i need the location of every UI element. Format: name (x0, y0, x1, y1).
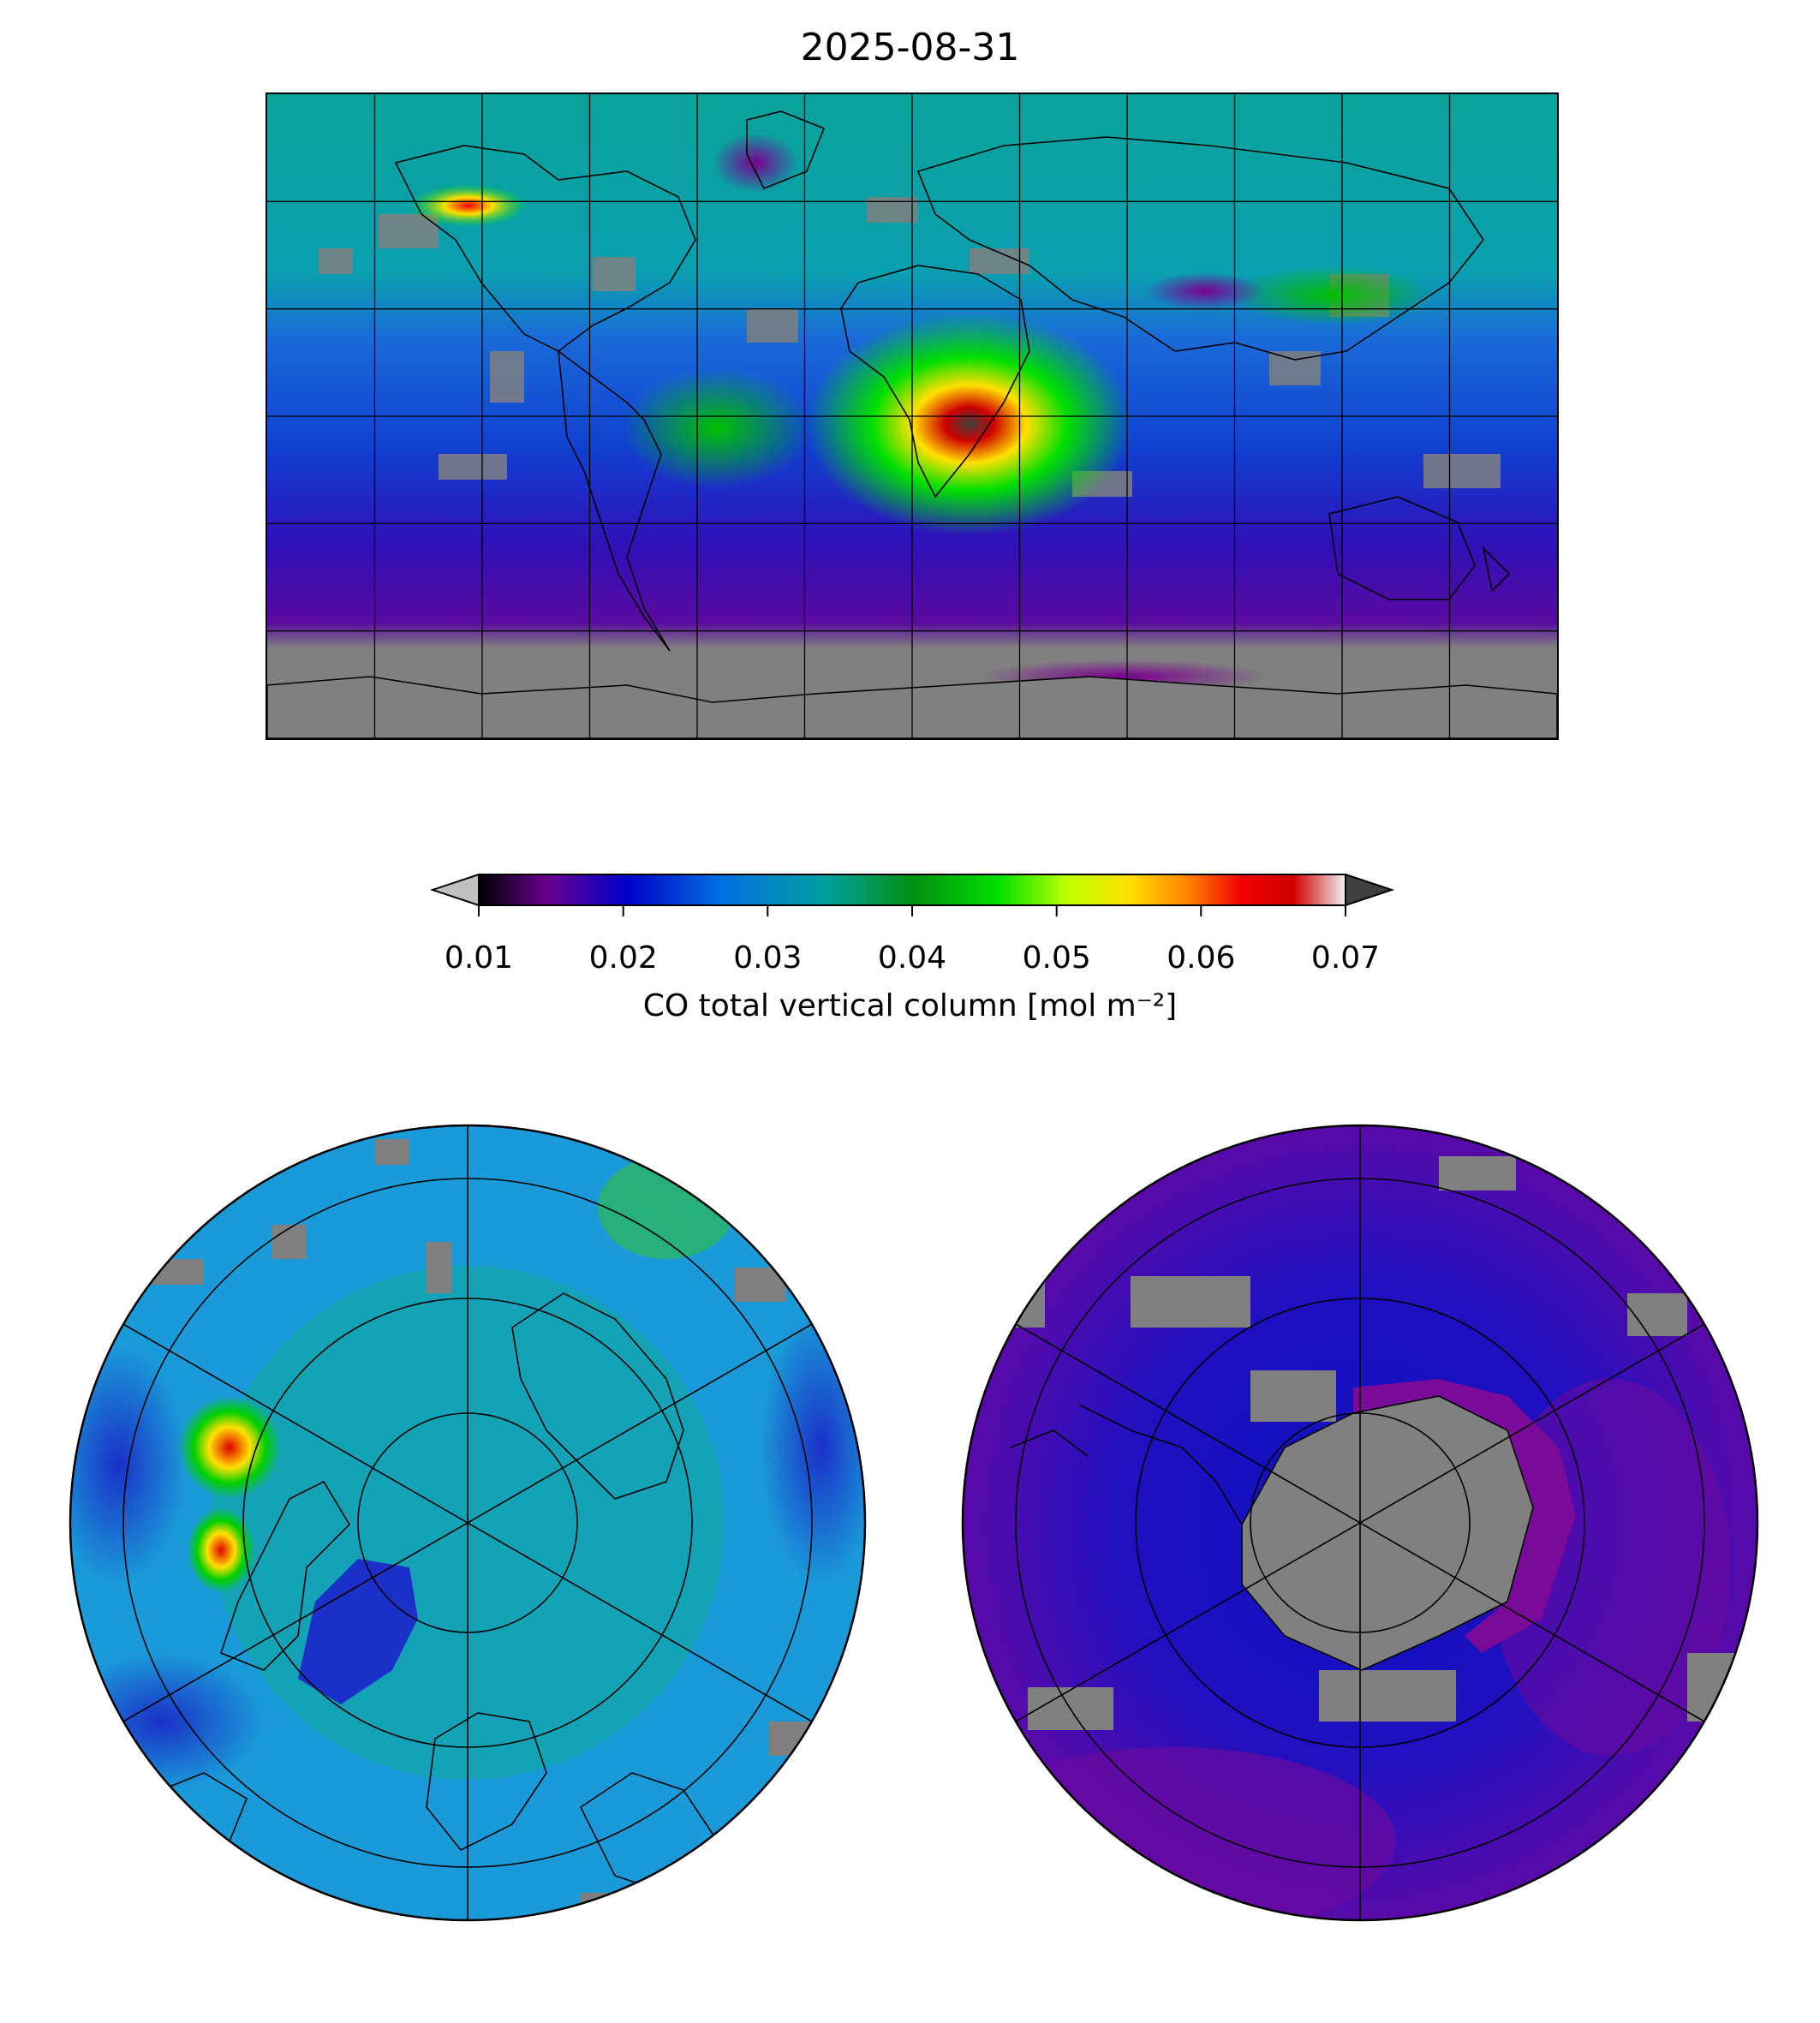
colorbar-tick-label: 0.02 (588, 940, 658, 976)
colorbar-graphic (429, 873, 1395, 916)
colorbar-tick-label: 0.06 (1167, 940, 1236, 976)
colorbar-tick-label: 0.03 (733, 940, 803, 976)
colorbar-tick-label: 0.01 (444, 940, 514, 976)
south-polar-map (959, 1122, 1761, 1924)
colorbar-label: CO total vertical column [mol m⁻²] (642, 988, 1178, 1023)
colorbar-tick-label: 0.04 (877, 940, 947, 976)
global-map (266, 92, 1559, 740)
north-polar-canvas (69, 1124, 867, 1922)
north-polar-map (67, 1122, 868, 1924)
figure-title: 2025-08-31 (800, 26, 1020, 69)
colorbar-tick-label: 0.07 (1310, 940, 1381, 976)
colorbar-tick-label: 0.05 (1022, 940, 1091, 976)
colorbar-gradient (478, 874, 1346, 906)
colorbar (428, 873, 1396, 1045)
colorbar-over-arrow (1345, 873, 1395, 907)
global-map-canvas (267, 94, 1557, 738)
south-polar-canvas (961, 1124, 1759, 1922)
colorbar-under-arrow (429, 873, 480, 907)
